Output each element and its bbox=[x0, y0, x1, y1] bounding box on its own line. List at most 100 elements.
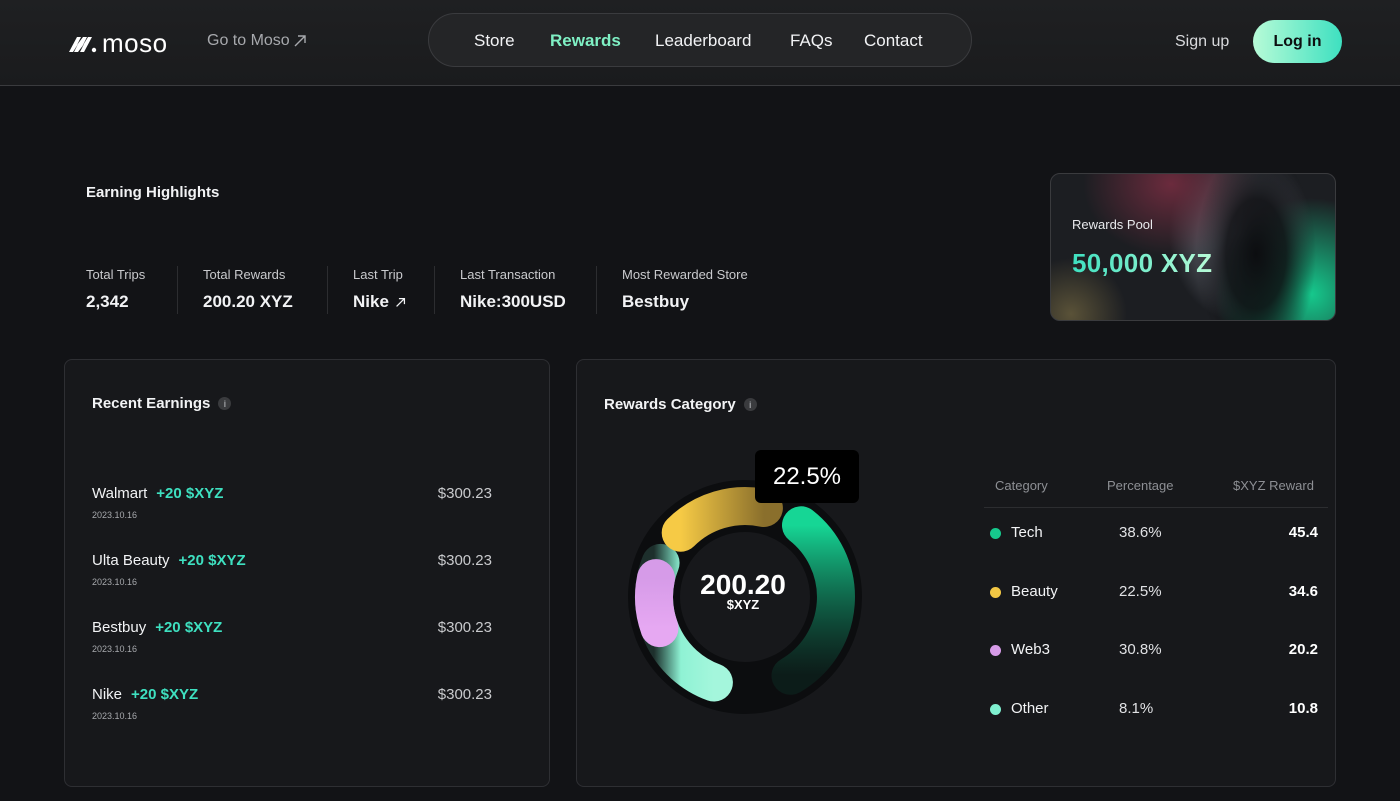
stat-label: Total Rewards bbox=[203, 267, 286, 282]
earning-store: Ulta Beauty bbox=[92, 552, 170, 569]
top-header: moso Go to Moso Store Rewards Leaderboar… bbox=[0, 0, 1400, 86]
donut-total-unit: $XYZ bbox=[726, 597, 760, 612]
donut-center-label: 200.20 $XYZ bbox=[673, 569, 813, 613]
nav-rewards[interactable]: Rewards bbox=[550, 31, 621, 50]
legend-dot bbox=[990, 645, 1001, 656]
earning-bonus: +20 $XYZ bbox=[131, 686, 199, 703]
percentage-tooltip: 22.5% bbox=[755, 450, 859, 503]
stat-last-transaction: Last Transaction Nike:300USD bbox=[460, 267, 566, 312]
moso-logo[interactable]: moso bbox=[68, 28, 168, 59]
legend-dot bbox=[990, 704, 1001, 715]
category-reward: 10.8 bbox=[1288, 700, 1318, 717]
list-item[interactable]: Bestbuy +20 $XYZ 2023.10.16 $300.23 bbox=[92, 619, 492, 654]
nav-faqs[interactable]: FAQs bbox=[790, 31, 833, 50]
col-header-reward: $XYZ Reward bbox=[1233, 478, 1314, 493]
brand-name: moso bbox=[102, 28, 168, 58]
earning-store: Nike bbox=[92, 686, 123, 703]
last-trip-link[interactable]: Nike bbox=[353, 292, 406, 312]
table-divider bbox=[984, 507, 1328, 508]
category-name: Tech bbox=[1011, 524, 1043, 541]
earning-amount: $300.23 bbox=[437, 485, 492, 502]
stat-value: 200.20 XYZ bbox=[203, 292, 293, 311]
category-reward: 34.6 bbox=[1288, 583, 1318, 600]
list-item[interactable]: Nike +20 $XYZ 2023.10.16 $300.23 bbox=[92, 686, 492, 721]
rewards-pool-card: Rewards Pool 50,000 XYZ bbox=[1050, 173, 1336, 321]
stat-label: Total Trips bbox=[86, 267, 146, 282]
col-header-category: Category bbox=[995, 478, 1048, 493]
stat-label: Last Trip bbox=[353, 267, 403, 282]
nav-contact[interactable]: Contact bbox=[864, 31, 923, 50]
category-name: Web3 bbox=[1011, 641, 1050, 658]
legend-dot bbox=[990, 528, 1001, 539]
stat-label: Last Transaction bbox=[460, 267, 556, 282]
recent-earnings-card: Recent Earnings i Walmart +20 $XYZ 2023.1… bbox=[64, 359, 550, 787]
rewards-donut-chart bbox=[628, 480, 862, 714]
nav-store[interactable]: Store bbox=[474, 31, 515, 50]
earning-highlights-title: Earning Highlights bbox=[86, 184, 220, 201]
category-reward: 45.4 bbox=[1288, 524, 1318, 541]
donut-segment-beauty[interactable] bbox=[661, 487, 783, 552]
earning-store: Walmart bbox=[92, 485, 148, 502]
stat-divider bbox=[327, 266, 328, 314]
log-in-button[interactable]: Log in bbox=[1253, 20, 1342, 63]
earning-bonus: +20 $XYZ bbox=[155, 619, 223, 636]
list-item[interactable]: Ulta Beauty +20 $XYZ 2023.10.16 $300.23 bbox=[92, 552, 492, 587]
legend-dot bbox=[990, 587, 1001, 598]
stat-most-rewarded-store: Most Rewarded Store Bestbuy bbox=[622, 267, 748, 312]
category-name: Other bbox=[1011, 700, 1049, 717]
col-header-percentage: Percentage bbox=[1107, 478, 1174, 493]
info-icon[interactable]: i bbox=[218, 397, 232, 410]
earning-bonus: +20 $XYZ bbox=[156, 485, 224, 502]
sign-up-link[interactable]: Sign up bbox=[1175, 33, 1230, 50]
table-row[interactable]: Other 8.1% 10.8 bbox=[990, 698, 1330, 722]
table-row[interactable]: Web3 30.8% 20.2 bbox=[990, 639, 1330, 663]
donut-segment-web3[interactable] bbox=[635, 559, 679, 648]
earning-bonus: +20 $XYZ bbox=[178, 552, 246, 569]
stat-label: Most Rewarded Store bbox=[622, 267, 748, 282]
table-row[interactable]: Beauty 22.5% 34.6 bbox=[990, 581, 1330, 605]
rewards-category-card: Rewards Category i bbox=[576, 359, 1336, 787]
stat-divider bbox=[434, 266, 435, 314]
stat-value: 2,342 bbox=[86, 292, 129, 311]
earning-date: 2023.10.16 bbox=[92, 644, 138, 654]
earning-amount: $300.23 bbox=[437, 619, 492, 636]
go-to-moso-label: Go to Moso bbox=[207, 32, 290, 49]
rewards-pool-value: 50,000 XYZ bbox=[1072, 248, 1213, 278]
rewards-category-header: Rewards Category i bbox=[604, 396, 757, 413]
category-percentage: 8.1% bbox=[1119, 700, 1154, 717]
info-icon[interactable]: i bbox=[743, 398, 757, 411]
stat-value: Nike:300USD bbox=[460, 292, 566, 311]
earning-amount: $300.23 bbox=[437, 552, 492, 569]
earning-date: 2023.10.16 bbox=[92, 577, 138, 587]
earning-date: 2023.10.16 bbox=[92, 510, 138, 520]
main-nav: Store Rewards Leaderboard FAQs Contact bbox=[428, 13, 972, 67]
table-row[interactable]: Tech 38.6% 45.4 bbox=[990, 522, 1330, 546]
stat-total-trips: Total Trips 2,342 bbox=[86, 267, 145, 312]
donut-segment-tech[interactable] bbox=[771, 506, 855, 695]
category-percentage: 30.8% bbox=[1119, 641, 1162, 658]
stat-divider bbox=[596, 266, 597, 314]
nav-leaderboard[interactable]: Leaderboard bbox=[655, 31, 752, 50]
category-percentage: 22.5% bbox=[1119, 583, 1162, 600]
go-to-moso-link[interactable]: Go to Moso bbox=[207, 32, 307, 50]
donut-total-value: 200.20 bbox=[700, 569, 786, 600]
stat-last-trip: Last Trip Nike bbox=[353, 267, 406, 312]
stat-divider bbox=[177, 266, 178, 314]
rewards-category-title: Rewards Category bbox=[604, 396, 736, 413]
arrow-up-right-icon bbox=[294, 35, 306, 47]
list-item[interactable]: Walmart +20 $XYZ 2023.10.16 $300.23 bbox=[92, 485, 492, 520]
category-percentage: 38.6% bbox=[1119, 524, 1162, 541]
moso-logo-icon bbox=[69, 36, 97, 52]
recent-earnings-title: Recent Earnings bbox=[92, 395, 211, 412]
earning-amount: $300.23 bbox=[437, 686, 492, 703]
stat-value: Nike bbox=[353, 292, 389, 311]
rewards-pool-label: Rewards Pool bbox=[1072, 217, 1153, 232]
arrow-up-right-icon bbox=[396, 297, 405, 307]
stat-total-rewards: Total Rewards 200.20 XYZ bbox=[203, 267, 293, 312]
earning-store: Bestbuy bbox=[92, 619, 147, 636]
category-name: Beauty bbox=[1011, 583, 1058, 600]
stat-value: Bestbuy bbox=[622, 292, 690, 311]
earning-date: 2023.10.16 bbox=[92, 711, 138, 721]
category-reward: 20.2 bbox=[1288, 641, 1318, 658]
recent-earnings-header: Recent Earnings i bbox=[92, 395, 232, 412]
